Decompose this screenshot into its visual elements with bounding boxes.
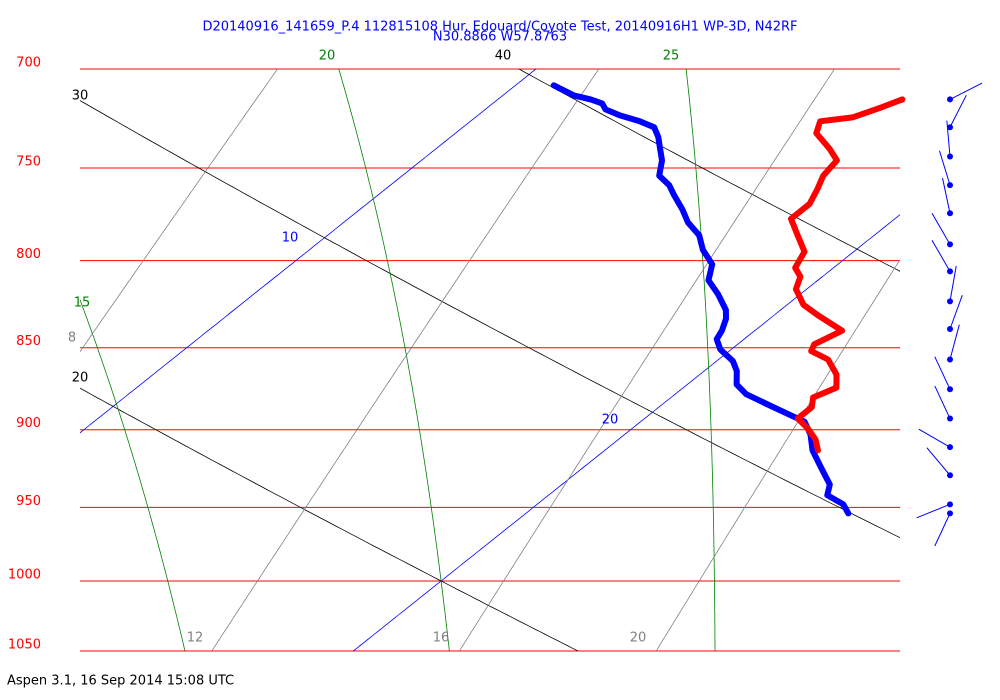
wind-staff: [949, 265, 957, 302]
wind-staff: [931, 213, 951, 245]
moist-adiabat-label: 15: [74, 296, 91, 311]
wind-staff: [949, 82, 983, 100]
wind-staff: [942, 177, 951, 214]
wind-staff: [934, 356, 951, 390]
mixing-ratio-label: 8: [68, 331, 76, 346]
dry-adiabat-label: 30: [72, 89, 89, 104]
wind-staff: [949, 324, 960, 360]
moist-adiabat-label: 20: [319, 49, 336, 64]
wind-dot: [947, 124, 953, 131]
mixing-ratio-line: [458, 69, 835, 651]
wind-staff: [949, 94, 967, 128]
dry-adiabat-label: 40: [495, 49, 512, 64]
mixing-ratio-line: [655, 259, 900, 651]
isotherm-line: [352, 214, 900, 651]
wind-dot: [947, 356, 953, 363]
wind-dot: [947, 415, 953, 422]
wind-dot: [947, 298, 953, 305]
wind-dot: [947, 182, 953, 189]
mixing-ratio-line: [80, 69, 278, 353]
moist-adiabat-line: [80, 298, 186, 651]
mixing-ratio-label: 20: [630, 631, 647, 646]
wind-staff: [934, 513, 951, 547]
footer: Aspen 3.1, 16 Sep 2014 15:08 UTC: [7, 674, 234, 689]
wind-dot: [947, 510, 953, 517]
y-tick-label: 800: [16, 247, 41, 262]
wind-staff: [938, 150, 951, 186]
chart-subtitle: N30.8866 W57.8763: [433, 30, 567, 45]
wind-dot: [947, 153, 953, 160]
wind-staff: [931, 239, 951, 272]
y-tick-label: 750: [16, 155, 41, 170]
wind-staff: [918, 428, 951, 448]
moist-adiabat-line: [338, 69, 450, 651]
isotherm-label: 20: [602, 413, 619, 428]
wind-staff: [916, 503, 951, 519]
wind-staff: [926, 447, 951, 476]
wind-dot: [947, 325, 953, 332]
dry-adiabat-label: 20: [72, 371, 89, 386]
mixing-ratio-label: 12: [187, 631, 204, 646]
wind-dot: [947, 96, 953, 103]
wind-staff: [934, 385, 951, 419]
wind-dot: [947, 444, 953, 451]
wind-dot: [947, 472, 953, 479]
moist-adiabat-line: [685, 69, 716, 651]
isotherm-line: [80, 69, 537, 434]
mixing-ratio-line: [211, 69, 600, 651]
wind-dot: [947, 501, 953, 508]
profile-line: [788, 96, 906, 454]
wind-staff: [946, 120, 951, 157]
wind-dot: [947, 386, 953, 393]
dry-adiabat-line: [518, 69, 900, 272]
wind-dot: [947, 241, 953, 248]
chart-title: D20140916_141659_P.4 112815108 Hur. Edou…: [202, 20, 797, 35]
y-tick-label: 900: [16, 416, 41, 431]
dry-adiabat-line: [80, 100, 900, 539]
wind-dot: [947, 210, 953, 217]
wind-dot: [947, 268, 953, 275]
y-tick-label: 850: [16, 334, 41, 349]
y-tick-label: 950: [16, 494, 41, 509]
isotherm-label: 10: [282, 231, 299, 246]
mixing-ratio-label: 16: [433, 631, 450, 646]
y-tick-label: 1050: [8, 638, 41, 653]
y-tick-label: 1000: [8, 567, 41, 582]
moist-adiabat-label: 25: [663, 49, 680, 64]
y-tick-label: 700: [16, 56, 41, 71]
dry-adiabat-line: [80, 387, 579, 651]
wind-staff: [949, 294, 963, 330]
background-lines: [80, 69, 900, 651]
